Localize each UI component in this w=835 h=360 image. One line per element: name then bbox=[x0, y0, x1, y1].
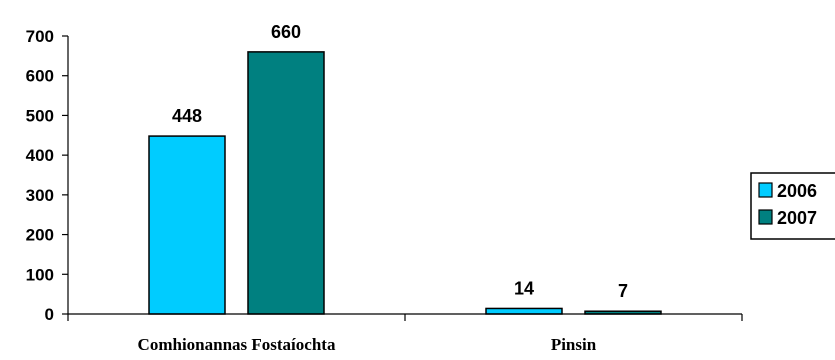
data-label-2006-1: 14 bbox=[514, 278, 534, 298]
legend: 2006 2007 bbox=[750, 172, 835, 240]
legend-swatch-2006 bbox=[758, 182, 773, 198]
y-tick-label: 700 bbox=[26, 27, 54, 46]
y-tick-label: 100 bbox=[26, 265, 54, 284]
y-tick-label: 400 bbox=[26, 146, 54, 165]
x-category-label: Comhionannas Fostaíochta bbox=[138, 335, 336, 354]
axes-group bbox=[67, 36, 743, 321]
legend-label-2007: 2007 bbox=[777, 208, 817, 228]
bars-group bbox=[148, 51, 662, 315]
y-tick-label: 600 bbox=[26, 67, 54, 86]
data-label-2006-0: 448 bbox=[172, 106, 202, 126]
x-labels-group: Comhionannas Fostaíochta Pinsin bbox=[138, 335, 597, 354]
y-tick-label: 200 bbox=[26, 226, 54, 245]
legend-label-2006: 2006 bbox=[777, 181, 817, 201]
x-category-label: Pinsin bbox=[551, 335, 597, 354]
data-label-2007-1: 7 bbox=[618, 281, 628, 301]
y-tick-label: 500 bbox=[26, 106, 54, 125]
legend-swatch-2007 bbox=[758, 209, 773, 225]
bar-2006-0 bbox=[148, 135, 226, 315]
data-label-2007-0: 660 bbox=[271, 22, 301, 42]
bar-2007-0 bbox=[247, 51, 325, 315]
data-labels-group: 448 660 14 7 bbox=[172, 22, 628, 301]
bar-2006-1 bbox=[485, 307, 563, 315]
y-ticks-group: 0 100 200 300 400 500 600 700 bbox=[26, 27, 68, 324]
y-tick-label: 300 bbox=[26, 186, 54, 205]
y-tick-label: 0 bbox=[45, 305, 54, 324]
